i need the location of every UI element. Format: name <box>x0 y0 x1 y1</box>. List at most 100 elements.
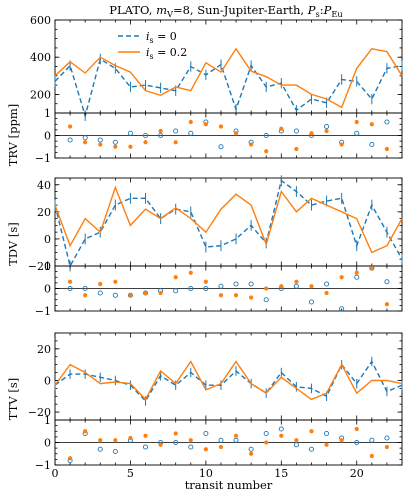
residual-point <box>324 290 329 296</box>
residual-point <box>264 440 269 445</box>
residual-point <box>233 437 239 443</box>
residual-point <box>324 281 330 287</box>
residual-point <box>354 274 360 280</box>
y-axis-label: TTV [s] <box>6 378 20 420</box>
series-line <box>54 47 403 109</box>
residual-point <box>173 140 178 145</box>
residual-point <box>233 433 239 438</box>
y-tick-label: 1 <box>44 260 51 273</box>
residual-point <box>263 132 269 139</box>
residual-point <box>384 279 390 285</box>
x-tick-label: 15 <box>274 467 288 480</box>
residual-point <box>324 123 330 130</box>
y-tick-label: 0 <box>44 233 51 246</box>
residual-point <box>279 284 284 289</box>
residual-point <box>384 119 390 125</box>
residual-point <box>188 285 194 292</box>
residual-point <box>203 447 208 452</box>
residual-point <box>308 299 315 305</box>
residual-point <box>369 266 374 271</box>
residual-point <box>249 142 254 147</box>
residual-point <box>218 437 224 443</box>
y-tick-label: 1 <box>44 414 51 427</box>
residual-point <box>128 144 133 149</box>
residual-point <box>143 140 148 145</box>
x-tick-label: 5 <box>127 467 134 480</box>
residual-point <box>264 149 269 154</box>
residual-point <box>384 302 390 307</box>
residual-point <box>309 429 314 434</box>
residual-point <box>324 430 330 437</box>
residual-point <box>112 448 118 455</box>
residual-point <box>158 290 163 296</box>
y-axis-label: TRV [ppm] <box>6 104 20 166</box>
y-tick-label: 40 <box>37 179 51 192</box>
residual-point <box>188 130 194 136</box>
panel-trv-res: −1 0 1 <box>35 107 403 165</box>
residual-point <box>83 429 88 434</box>
residual-point <box>113 279 118 284</box>
plot-frame <box>54 332 403 421</box>
residual-point <box>97 446 103 452</box>
panel-tdv-res: −1 0 1 <box>35 260 403 318</box>
residual-point <box>218 444 224 450</box>
x-axis-label: transit number <box>185 478 273 492</box>
series-line <box>54 58 403 119</box>
series-line <box>54 360 403 403</box>
residual-point <box>218 124 224 129</box>
plot-frame <box>54 19 403 114</box>
residual-point <box>279 433 284 438</box>
residual-point <box>354 270 359 275</box>
residual-point <box>339 275 344 280</box>
residual-point <box>369 141 375 148</box>
y-tick-label: 400 <box>30 51 51 64</box>
panel-trv: 200 400 600 TRV [ppm] is​ = 0is​ = 0.2 <box>6 14 403 166</box>
residual-point <box>82 285 88 292</box>
residual-point <box>188 270 193 275</box>
y-tick-label: 0 <box>44 283 51 296</box>
residual-point <box>354 426 359 432</box>
residual-point <box>67 279 73 284</box>
residual-point <box>233 293 239 298</box>
residual-point <box>173 439 179 446</box>
y-tick-label: 0 <box>44 130 51 143</box>
residual-point <box>293 442 299 448</box>
x-tick-label: 0 <box>52 467 59 480</box>
residual-point <box>308 446 315 452</box>
legend: is​ = 0is​ = 0.2 <box>118 30 187 61</box>
residual-point <box>188 444 194 450</box>
residual-point <box>248 281 254 287</box>
residual-point <box>112 139 118 145</box>
residual-point <box>218 293 224 298</box>
residual-point <box>143 290 148 296</box>
residual-point <box>83 140 88 145</box>
y-tick-label: 20 <box>37 343 51 356</box>
residual-point <box>384 435 390 441</box>
residual-point <box>294 438 299 443</box>
residual-point <box>369 437 375 443</box>
residual-point <box>188 119 193 125</box>
residual-point <box>113 438 118 443</box>
residual-point <box>82 135 88 141</box>
residual-point <box>98 142 103 147</box>
residual-point <box>384 444 390 450</box>
y-tick-label: 0 <box>44 374 51 387</box>
series-line <box>54 185 403 254</box>
residual-point <box>173 431 178 436</box>
residual-point <box>158 132 164 139</box>
residual-point <box>233 131 239 136</box>
y-tick-label: −1 <box>35 459 51 472</box>
residual-point <box>98 438 103 443</box>
y-axis-label: TDV [s] <box>6 222 20 266</box>
series-line <box>54 179 403 268</box>
y-tick-label: 1 <box>44 107 51 120</box>
y-tick-label: 20 <box>37 206 51 219</box>
residual-point <box>384 146 390 152</box>
residual-point <box>97 137 103 143</box>
residual-point <box>143 433 148 438</box>
residual-point <box>203 122 208 127</box>
residual-point <box>142 132 149 139</box>
residual-point <box>188 438 193 443</box>
residual-point <box>369 453 374 459</box>
